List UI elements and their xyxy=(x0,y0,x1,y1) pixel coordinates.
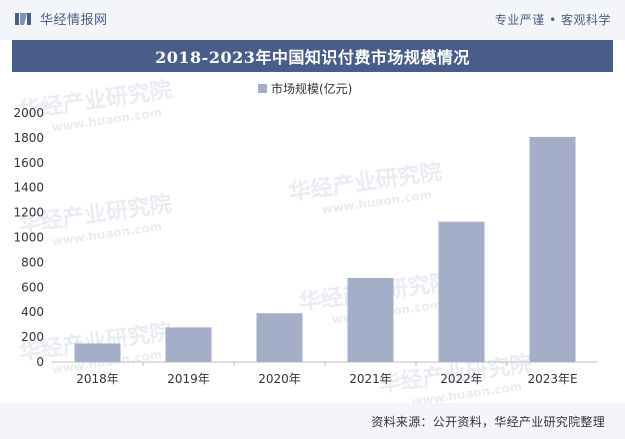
plot-area: 0 200 400 600 800 1000 1200 1400 1600 1800 2000 201… xyxy=(13,81,598,386)
x-tick-label: 2019年 xyxy=(167,372,210,386)
y-tick-label: 0 xyxy=(36,355,44,369)
title-bar: 2018-2023年中国知识付费市场规模情况 xyxy=(12,40,613,72)
bar xyxy=(165,327,212,362)
y-tick-label: 1600 xyxy=(13,156,44,170)
y-tick-label: 800 xyxy=(21,255,44,269)
brand-name: 华经情报网 xyxy=(40,13,108,28)
bar xyxy=(347,277,394,362)
top-bar: 华经情报网 专业严谨 • 客观科学 xyxy=(0,0,625,40)
y-tick-label: 1800 xyxy=(13,131,44,145)
x-tick-label: 2020年 xyxy=(258,372,301,386)
bar xyxy=(529,136,576,362)
bar xyxy=(74,343,121,362)
y-tick-label: 1200 xyxy=(13,206,44,220)
source-note: 资料来源：公开资料，华经产业研究院整理 xyxy=(371,415,605,429)
y-tick-label: 200 xyxy=(21,330,44,344)
brand: 华经情报网 xyxy=(14,9,108,28)
y-tick-label: 1400 xyxy=(13,181,44,195)
legend-label: 市场规模(亿元) xyxy=(271,81,352,96)
chart-title: 2018-2023年中国知识付费市场规模情况 xyxy=(155,48,470,67)
x-tick-label: 2021年 xyxy=(349,372,392,386)
x-tick-label: 2018年 xyxy=(76,372,119,386)
logo-icon xyxy=(15,12,31,25)
x-tick-label: 2023年E xyxy=(527,372,577,386)
y-tick-label: 400 xyxy=(21,305,44,319)
y-tick-label: 1000 xyxy=(13,231,44,245)
y-tick-label: 600 xyxy=(21,280,44,294)
slogan: 专业严谨 • 客观科学 xyxy=(494,13,611,27)
bar xyxy=(438,221,485,362)
source-bar: 资料来源：公开资料，华经产业研究院整理 xyxy=(0,403,625,439)
bar xyxy=(256,313,303,362)
legend-swatch xyxy=(258,84,267,93)
x-tick-label: 2022年 xyxy=(440,372,483,386)
y-tick-label: 2000 xyxy=(13,106,44,120)
